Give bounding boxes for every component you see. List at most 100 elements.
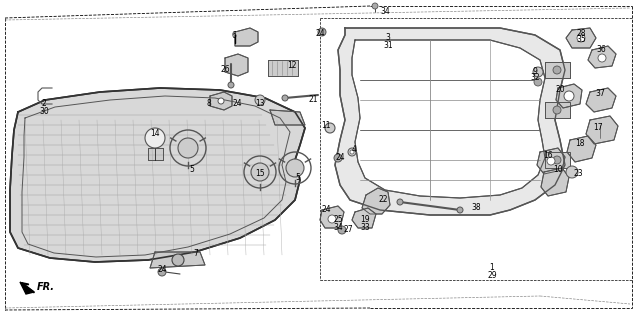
Circle shape <box>457 207 463 213</box>
Circle shape <box>251 163 269 181</box>
Text: 23: 23 <box>573 169 583 179</box>
Text: 24: 24 <box>315 28 325 38</box>
Circle shape <box>348 148 356 156</box>
Polygon shape <box>545 62 570 78</box>
Circle shape <box>372 3 378 9</box>
Circle shape <box>533 67 543 77</box>
Text: 20: 20 <box>555 86 565 94</box>
Circle shape <box>577 34 585 42</box>
Text: 7: 7 <box>193 248 198 258</box>
Circle shape <box>328 215 336 223</box>
Circle shape <box>145 128 165 148</box>
Text: 24: 24 <box>335 153 345 161</box>
Polygon shape <box>10 88 305 262</box>
Text: 5: 5 <box>296 173 300 181</box>
Polygon shape <box>541 168 569 196</box>
Polygon shape <box>335 28 565 215</box>
Circle shape <box>228 82 234 88</box>
Text: 11: 11 <box>321 121 331 131</box>
Polygon shape <box>588 46 616 68</box>
Text: 29: 29 <box>487 270 497 279</box>
Text: 24: 24 <box>157 265 167 275</box>
Circle shape <box>553 66 561 74</box>
Circle shape <box>282 95 288 101</box>
Circle shape <box>350 150 354 154</box>
Text: 24: 24 <box>232 99 242 107</box>
Polygon shape <box>148 148 163 160</box>
Text: 8: 8 <box>207 99 211 107</box>
Polygon shape <box>352 208 376 228</box>
Text: 6: 6 <box>232 32 236 40</box>
Circle shape <box>553 156 561 164</box>
Text: 36: 36 <box>596 46 606 54</box>
Text: 2: 2 <box>42 100 46 108</box>
Polygon shape <box>20 282 34 294</box>
Polygon shape <box>537 148 565 174</box>
Ellipse shape <box>170 252 190 262</box>
Text: 1: 1 <box>490 264 494 272</box>
Circle shape <box>598 54 606 62</box>
Circle shape <box>325 123 335 133</box>
Circle shape <box>218 98 224 104</box>
Circle shape <box>338 226 346 234</box>
Text: 28: 28 <box>576 28 586 38</box>
Text: 31: 31 <box>383 40 393 50</box>
Text: 18: 18 <box>575 139 585 149</box>
Text: 14: 14 <box>150 129 160 137</box>
Circle shape <box>255 95 265 105</box>
Text: 13: 13 <box>255 99 265 107</box>
Polygon shape <box>586 88 616 112</box>
Text: 10: 10 <box>553 166 563 174</box>
Circle shape <box>286 159 304 177</box>
Polygon shape <box>352 40 545 198</box>
Polygon shape <box>270 110 305 125</box>
Circle shape <box>566 166 578 178</box>
Polygon shape <box>586 116 618 144</box>
Polygon shape <box>268 60 298 76</box>
Circle shape <box>547 157 555 165</box>
Polygon shape <box>225 54 248 76</box>
Text: 19: 19 <box>360 216 370 224</box>
Text: 33: 33 <box>360 223 370 233</box>
Text: 30: 30 <box>39 106 49 116</box>
Text: 35: 35 <box>576 35 586 45</box>
Circle shape <box>564 91 574 101</box>
Circle shape <box>172 254 184 266</box>
Text: 22: 22 <box>378 196 388 204</box>
Text: 34: 34 <box>333 222 343 232</box>
Text: 17: 17 <box>593 124 603 132</box>
Polygon shape <box>210 92 232 110</box>
Polygon shape <box>566 28 596 48</box>
Text: 25: 25 <box>333 216 343 224</box>
Circle shape <box>397 199 403 205</box>
Text: 4: 4 <box>351 145 356 155</box>
Circle shape <box>178 138 198 158</box>
Text: 38: 38 <box>471 204 481 212</box>
Circle shape <box>553 106 561 114</box>
Polygon shape <box>545 102 570 118</box>
Text: 9: 9 <box>532 66 538 76</box>
Polygon shape <box>320 206 344 228</box>
Text: 12: 12 <box>287 62 297 70</box>
Text: 16: 16 <box>543 151 553 161</box>
Text: 34: 34 <box>380 7 390 15</box>
Text: FR.: FR. <box>37 282 55 292</box>
Polygon shape <box>567 136 596 162</box>
Polygon shape <box>556 84 582 108</box>
Text: 32: 32 <box>530 74 540 82</box>
Circle shape <box>158 268 166 276</box>
Polygon shape <box>545 152 570 168</box>
Text: 5: 5 <box>189 166 195 174</box>
Text: 24: 24 <box>321 205 331 215</box>
Text: 37: 37 <box>595 89 605 99</box>
Polygon shape <box>362 188 390 214</box>
Text: 3: 3 <box>385 33 390 42</box>
Circle shape <box>318 28 326 36</box>
Polygon shape <box>235 28 258 46</box>
Text: 26: 26 <box>220 65 230 75</box>
Text: 21: 21 <box>308 94 317 104</box>
Circle shape <box>534 78 542 86</box>
Text: 27: 27 <box>343 226 353 234</box>
Polygon shape <box>150 252 205 268</box>
Text: 15: 15 <box>255 168 265 178</box>
